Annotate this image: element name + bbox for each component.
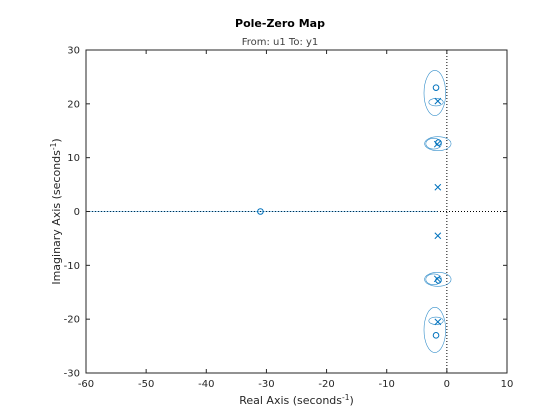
x-tick-label: -60 — [78, 379, 94, 390]
locus-loop — [424, 136, 452, 151]
x-tick-label: -40 — [198, 379, 214, 390]
pole-marker-stroke — [434, 97, 442, 105]
x-tick-label: -30 — [258, 379, 274, 390]
y-tick-label: -20 — [64, 315, 80, 326]
x-tick-label: -20 — [318, 379, 334, 390]
x-axis-label: Real Axis (seconds-1) — [239, 393, 354, 407]
y-tick-label: -30 — [64, 369, 80, 380]
y-tick-label: -10 — [64, 261, 80, 272]
y-axis-label: Imaginary Axis (seconds-1) — [49, 138, 63, 284]
zero-marker — [257, 208, 264, 215]
locus-loop — [428, 98, 444, 107]
pole-marker — [434, 232, 442, 240]
locus-loop — [424, 272, 452, 287]
zero-marker — [432, 332, 440, 339]
chart-subtitle: From: u1 To: y1 — [241, 37, 319, 48]
zero-marker — [435, 277, 442, 284]
pole-marker — [433, 275, 441, 283]
pole-marker — [434, 183, 442, 191]
pole-marker-stroke — [434, 232, 442, 240]
pole-marker — [434, 97, 442, 105]
locus-loop — [428, 316, 444, 325]
zero-marker — [435, 139, 442, 146]
x-tick-label: 10 — [501, 379, 514, 390]
y-tick-label: 30 — [67, 46, 80, 57]
y-tick-label: 10 — [67, 153, 80, 164]
x-tick-label: 0 — [444, 379, 450, 390]
pole-marker-stroke — [433, 140, 441, 148]
x-tick-label: -10 — [379, 379, 395, 390]
locus-loop — [423, 307, 446, 353]
pole-marker-stroke — [434, 318, 442, 326]
y-tick-label: 20 — [67, 99, 80, 110]
x-tick-label: -50 — [138, 379, 154, 390]
y-tick-label: 0 — [74, 207, 80, 218]
pole-marker — [434, 318, 442, 326]
locus-loop — [423, 70, 446, 116]
zero-marker — [432, 84, 440, 91]
pole-marker-stroke — [434, 183, 442, 191]
chart-title: Pole-Zero Map — [235, 17, 325, 30]
pole-marker — [433, 140, 441, 148]
